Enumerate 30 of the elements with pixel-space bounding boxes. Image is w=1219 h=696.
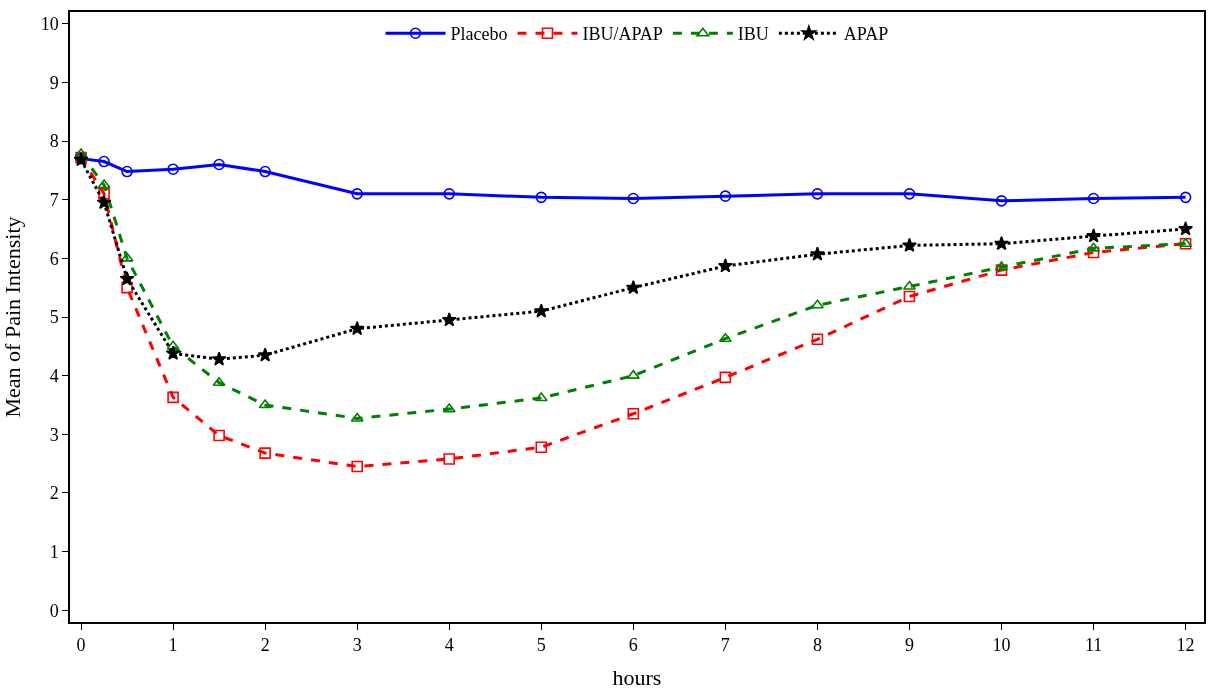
- x-tick-label: 11: [1084, 635, 1103, 656]
- x-tick-label: 9: [904, 635, 914, 656]
- y-tick-label: 2: [49, 483, 59, 504]
- x-tick-label: 1: [168, 635, 178, 656]
- x-axis-title: hours: [612, 664, 662, 690]
- x-tick-label: 5: [536, 635, 546, 656]
- y-tick-label: 8: [49, 131, 59, 152]
- y-tick-label: 7: [49, 189, 59, 210]
- x-tick-label: 2: [260, 635, 270, 656]
- x-tick-label: 6: [628, 635, 638, 656]
- y-tick-label: 1: [49, 541, 59, 562]
- x-tick-label: 12: [1176, 635, 1195, 656]
- x-tick-label: 3: [352, 635, 362, 656]
- legend-label: IBU: [737, 24, 769, 45]
- legend-label: APAP: [843, 24, 889, 45]
- legend-label: Placebo: [450, 24, 508, 45]
- x-tick-label: 7: [720, 635, 730, 656]
- y-tick-label: 3: [49, 424, 59, 445]
- y-tick-label: 10: [40, 14, 59, 35]
- y-tick-label: 0: [49, 600, 59, 621]
- y-tick-label: 5: [49, 307, 59, 328]
- legend-label: IBU/APAP: [582, 24, 663, 45]
- y-tick-label: 9: [49, 72, 59, 93]
- y-tick-label: 6: [49, 248, 59, 269]
- x-tick-label: 4: [444, 635, 454, 656]
- y-tick-label: 4: [49, 365, 59, 386]
- x-tick-label: 0: [76, 635, 86, 656]
- y-axis-title: Mean of Pain Intensity: [0, 216, 25, 418]
- x-tick-label: 10: [992, 635, 1011, 656]
- x-tick-label: 8: [812, 635, 822, 656]
